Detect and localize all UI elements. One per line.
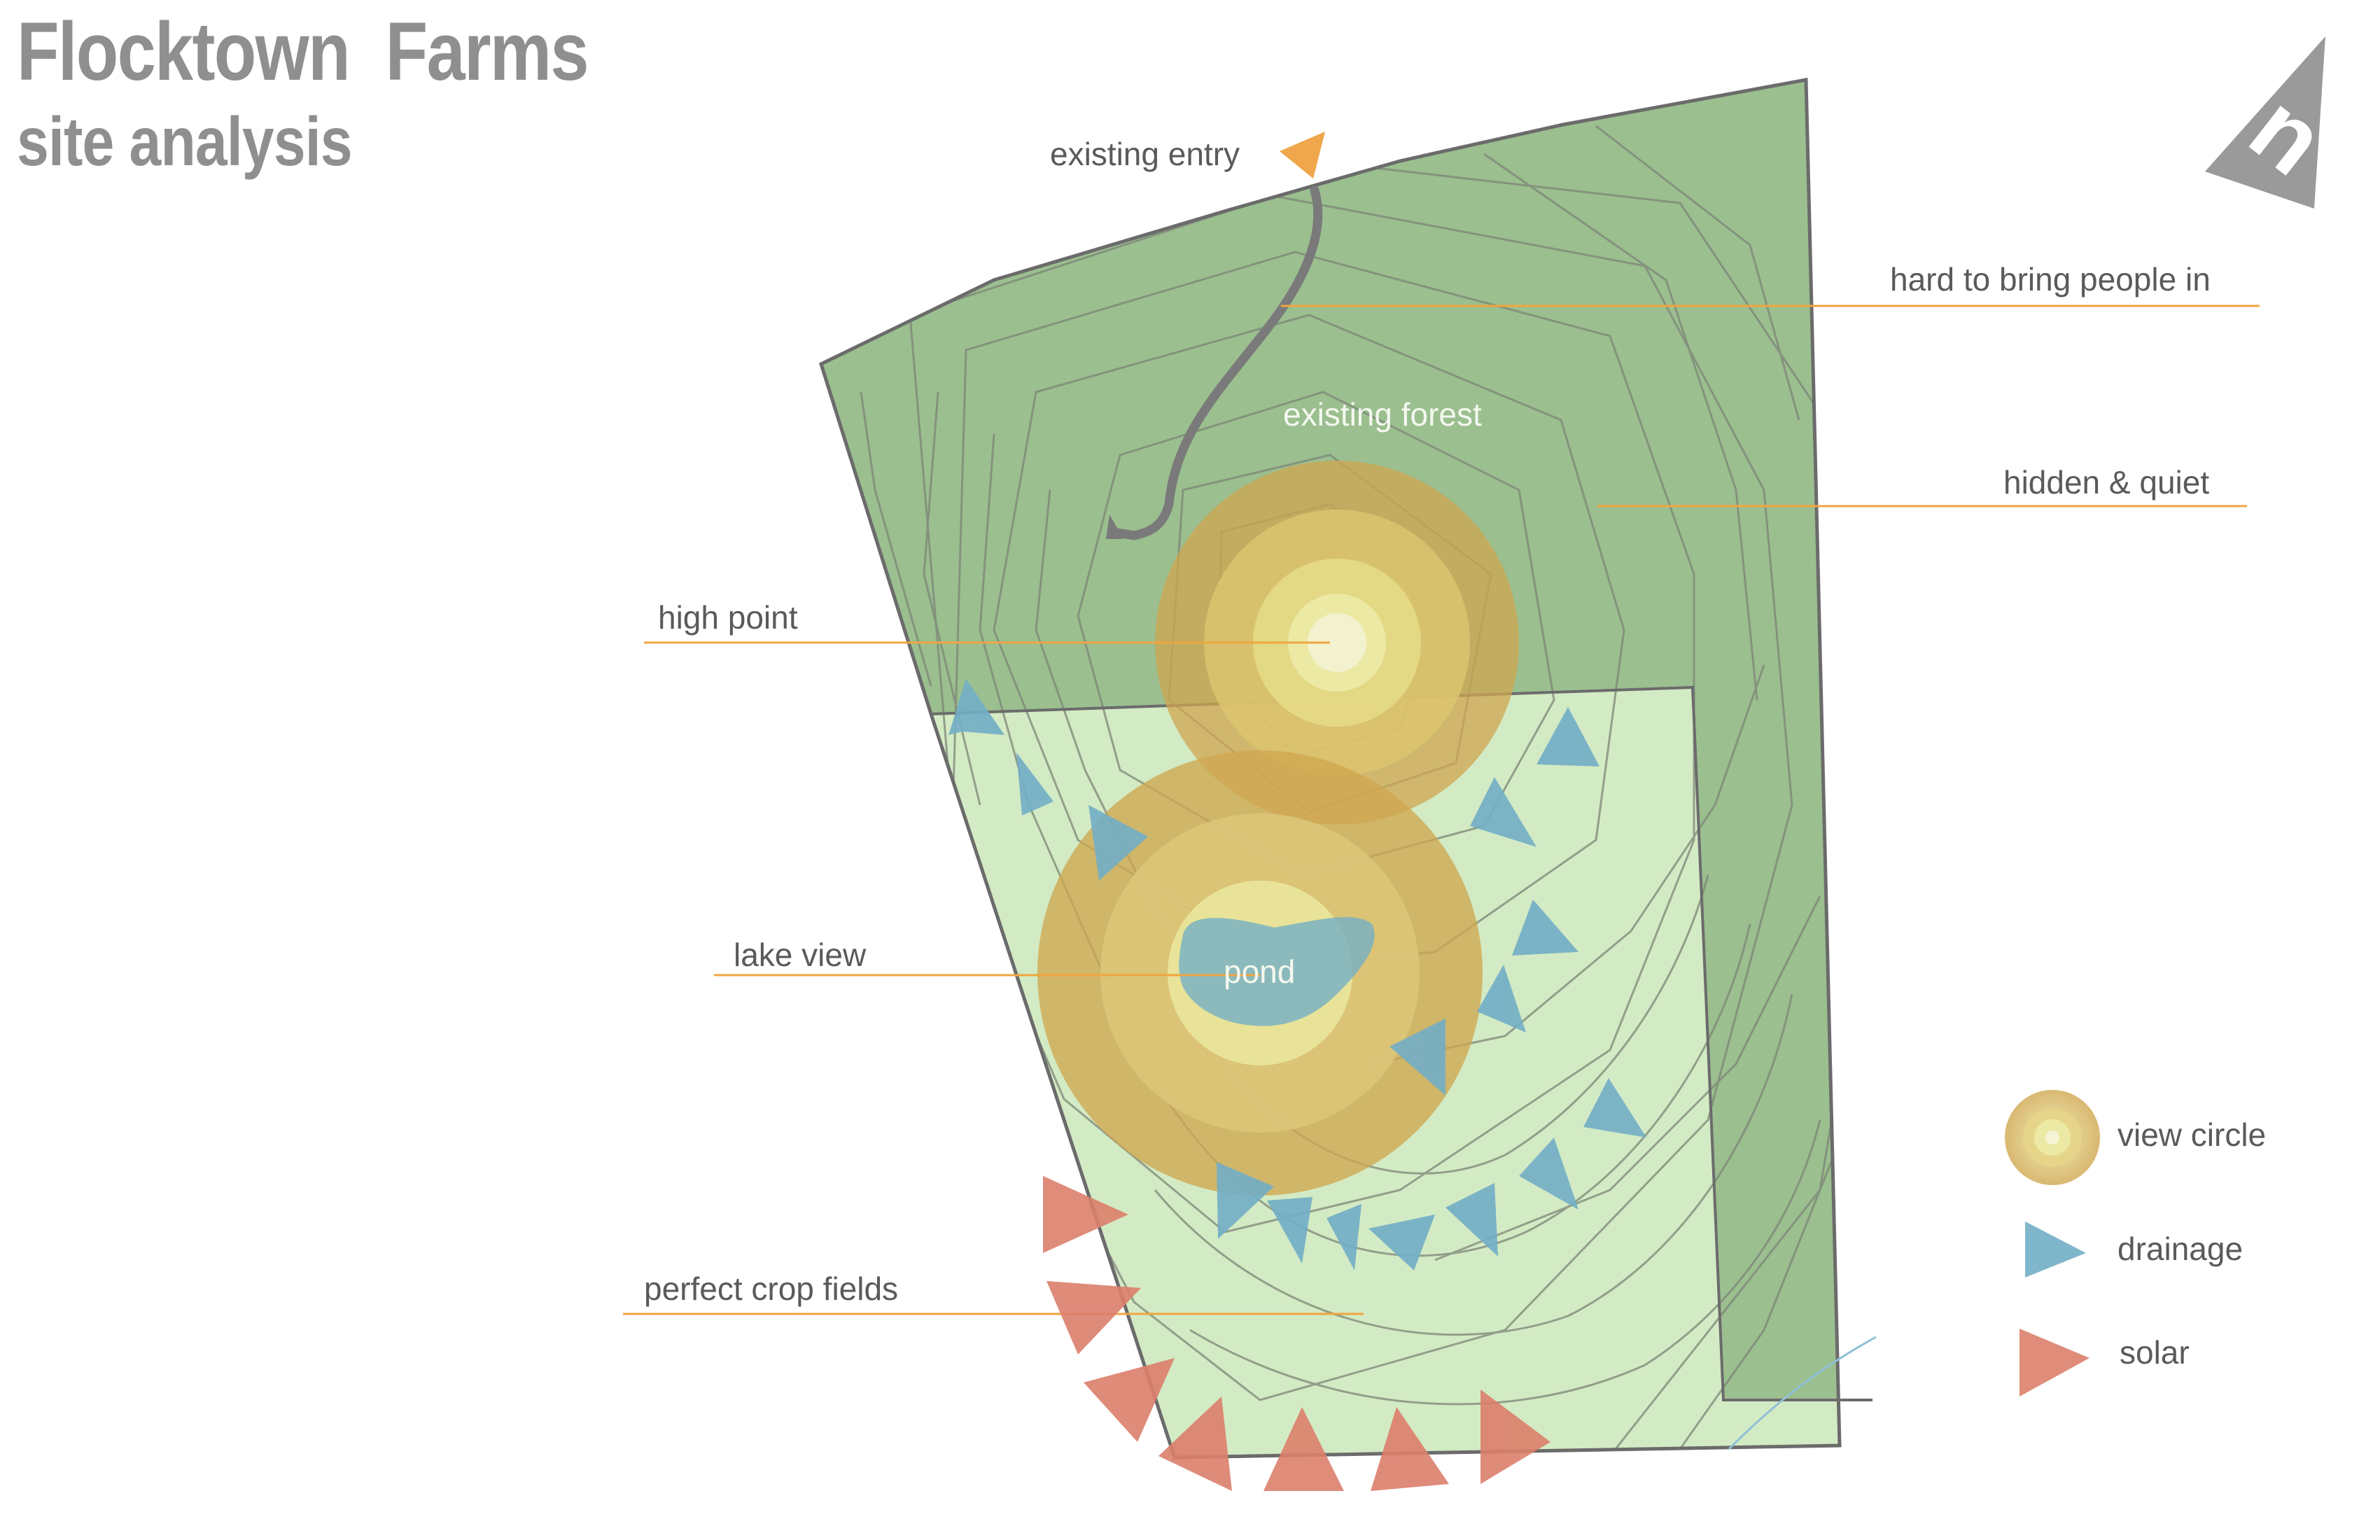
legend: view circle drainage solar <box>2005 1090 2266 1396</box>
drainage-icon <box>1088 805 1148 881</box>
site-title: Flocktown Farms <box>17 6 589 98</box>
solar-icon <box>1043 1176 1128 1253</box>
drainage-icon <box>1470 777 1536 847</box>
drainage-icon <box>1446 1183 1498 1256</box>
legend-view-circle-label: view circle <box>2118 1116 2266 1153</box>
drainage-icon <box>1267 1197 1312 1264</box>
pond-label: pond <box>1224 953 1295 990</box>
drainage-icon <box>1217 1162 1274 1239</box>
drainage-icon <box>1016 752 1054 816</box>
drainage-markers <box>948 679 1646 1270</box>
solar-icon <box>1046 1281 1141 1354</box>
perfect-crop-fields-label: perfect crop fields <box>644 1270 898 1307</box>
existing-forest-label: existing forest <box>1283 396 1482 433</box>
existing-entry-label: existing entry <box>1050 136 1240 172</box>
drainage-icon <box>1519 1138 1578 1210</box>
drainage-icon <box>948 679 1004 735</box>
drainage-icon <box>1326 1204 1362 1270</box>
drainage-icon <box>1477 965 1526 1032</box>
existing-entry-marker <box>1280 132 1325 178</box>
stream-line <box>1728 1336 1877 1450</box>
lake-view-label: lake view <box>734 937 867 973</box>
leader-lines <box>623 304 2260 1315</box>
drainage-icon <box>1536 707 1600 766</box>
hard-to-bring-people-in-label: hard to bring people in <box>1890 261 2211 298</box>
solar-icon <box>1084 1358 1175 1442</box>
solar-icon <box>1480 1390 1550 1484</box>
pond <box>1179 917 1375 1026</box>
drainage-legend-icon <box>2025 1222 2086 1278</box>
forest-area <box>821 80 1840 1400</box>
solar-icon <box>1158 1396 1232 1491</box>
entry-road <box>1108 186 1323 540</box>
high-point-label: high point <box>658 599 798 636</box>
drainage-icon <box>1512 899 1578 955</box>
drainage-icon <box>1583 1078 1646 1138</box>
site-subtitle: site analysis <box>17 103 353 180</box>
drainage-icon <box>1368 1214 1435 1270</box>
solar-icon <box>1371 1407 1449 1491</box>
entry-road-end <box>1106 514 1124 539</box>
site-boundary <box>818 78 1842 1460</box>
solar-icon <box>1264 1407 1344 1491</box>
legend-drainage-label: drainage <box>2118 1231 2243 1267</box>
north-arrow-icon: n <box>2205 36 2345 209</box>
solar-markers <box>1043 1176 1550 1491</box>
solar-legend-icon <box>2019 1329 2090 1396</box>
hidden-quiet-label: hidden & quiet <box>2003 464 2209 500</box>
view-circle-high-point <box>1155 461 1519 825</box>
drainage-icon <box>1390 1018 1446 1096</box>
legend-solar-label: solar <box>2120 1334 2190 1371</box>
forest-strip <box>1693 672 1840 1400</box>
